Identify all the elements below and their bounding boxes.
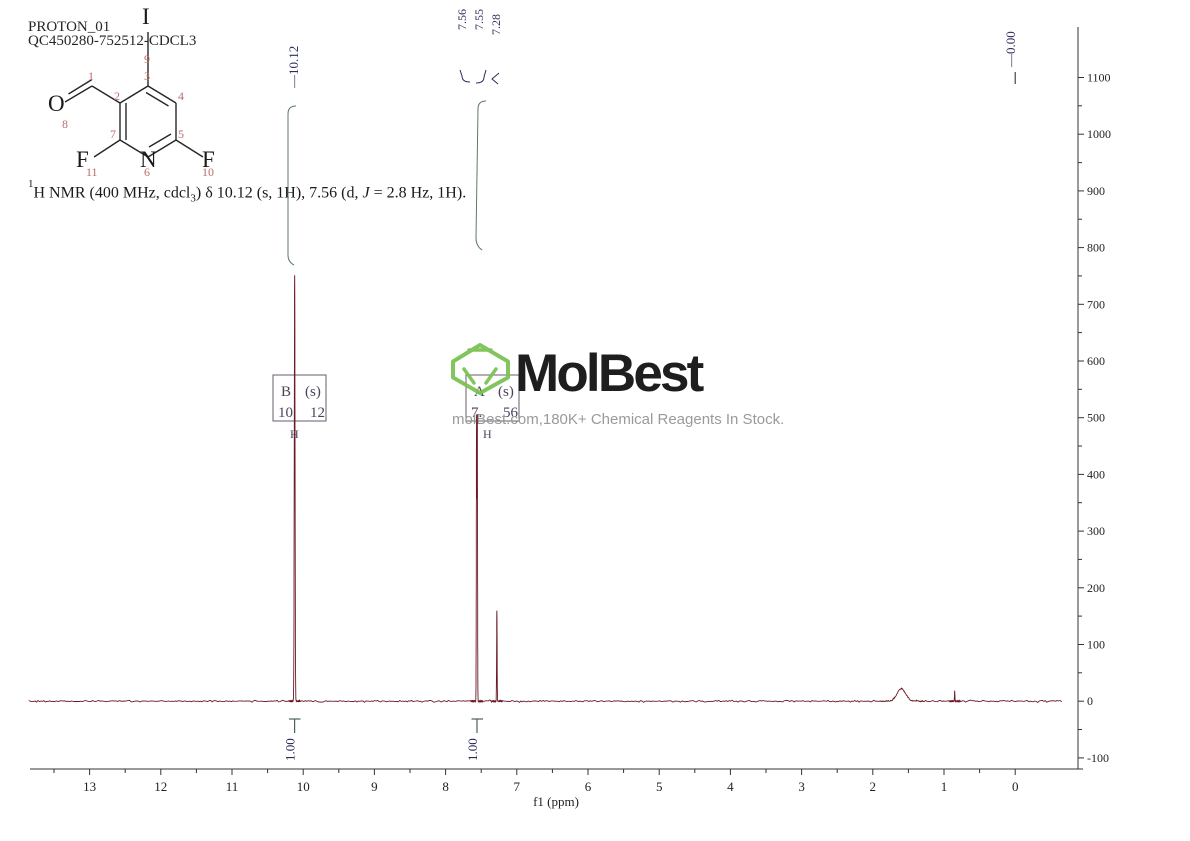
svg-text:12: 12: [310, 405, 325, 421]
svg-text:11: 11: [226, 779, 239, 794]
svg-text:4: 4: [727, 779, 734, 794]
svg-text:8: 8: [442, 779, 449, 794]
svg-text:—0.00: —0.00: [1003, 31, 1018, 68]
svg-text:500: 500: [1087, 411, 1105, 425]
svg-text:900: 900: [1087, 184, 1105, 198]
svg-text:7.56: 7.56: [455, 9, 469, 30]
svg-text:700: 700: [1087, 297, 1105, 311]
svg-text:molBest.com,180K+ Chemical Rea: molBest.com,180K+ Chemical Reagents In S…: [452, 411, 784, 428]
svg-text:-100: -100: [1087, 751, 1109, 765]
svg-text:7: 7: [514, 779, 521, 794]
svg-text:(s): (s): [305, 384, 321, 400]
svg-text:9: 9: [371, 779, 378, 794]
svg-text:f1 (ppm): f1 (ppm): [533, 794, 579, 809]
svg-text:1.00: 1.00: [283, 738, 298, 761]
svg-text:6: 6: [585, 779, 592, 794]
svg-text:600: 600: [1087, 354, 1105, 368]
svg-text:2: 2: [870, 779, 877, 794]
svg-text:—10.12: —10.12: [286, 46, 301, 89]
svg-text:1: 1: [941, 779, 948, 794]
svg-text:13: 13: [83, 779, 96, 794]
svg-text:7.28: 7.28: [489, 14, 503, 35]
svg-text:12: 12: [154, 779, 167, 794]
svg-text:0: 0: [1087, 694, 1093, 708]
svg-text:1.00: 1.00: [465, 738, 480, 761]
svg-text:7.55: 7.55: [472, 9, 486, 30]
svg-text:10: 10: [278, 405, 293, 421]
svg-text:3: 3: [798, 779, 805, 794]
svg-text:1000: 1000: [1087, 127, 1111, 141]
svg-text:400: 400: [1087, 467, 1105, 481]
svg-text:200: 200: [1087, 581, 1105, 595]
svg-text:1100: 1100: [1087, 71, 1111, 85]
svg-text:5: 5: [656, 779, 663, 794]
svg-text:100: 100: [1087, 638, 1105, 652]
svg-text:0: 0: [1012, 779, 1019, 794]
svg-text:10: 10: [297, 779, 310, 794]
svg-text:(s): (s): [498, 384, 514, 400]
svg-text:MolBest: MolBest: [515, 344, 704, 403]
svg-text:800: 800: [1087, 241, 1105, 255]
svg-text:300: 300: [1087, 524, 1105, 538]
svg-text:B: B: [281, 384, 291, 400]
svg-text:H: H: [483, 427, 492, 441]
